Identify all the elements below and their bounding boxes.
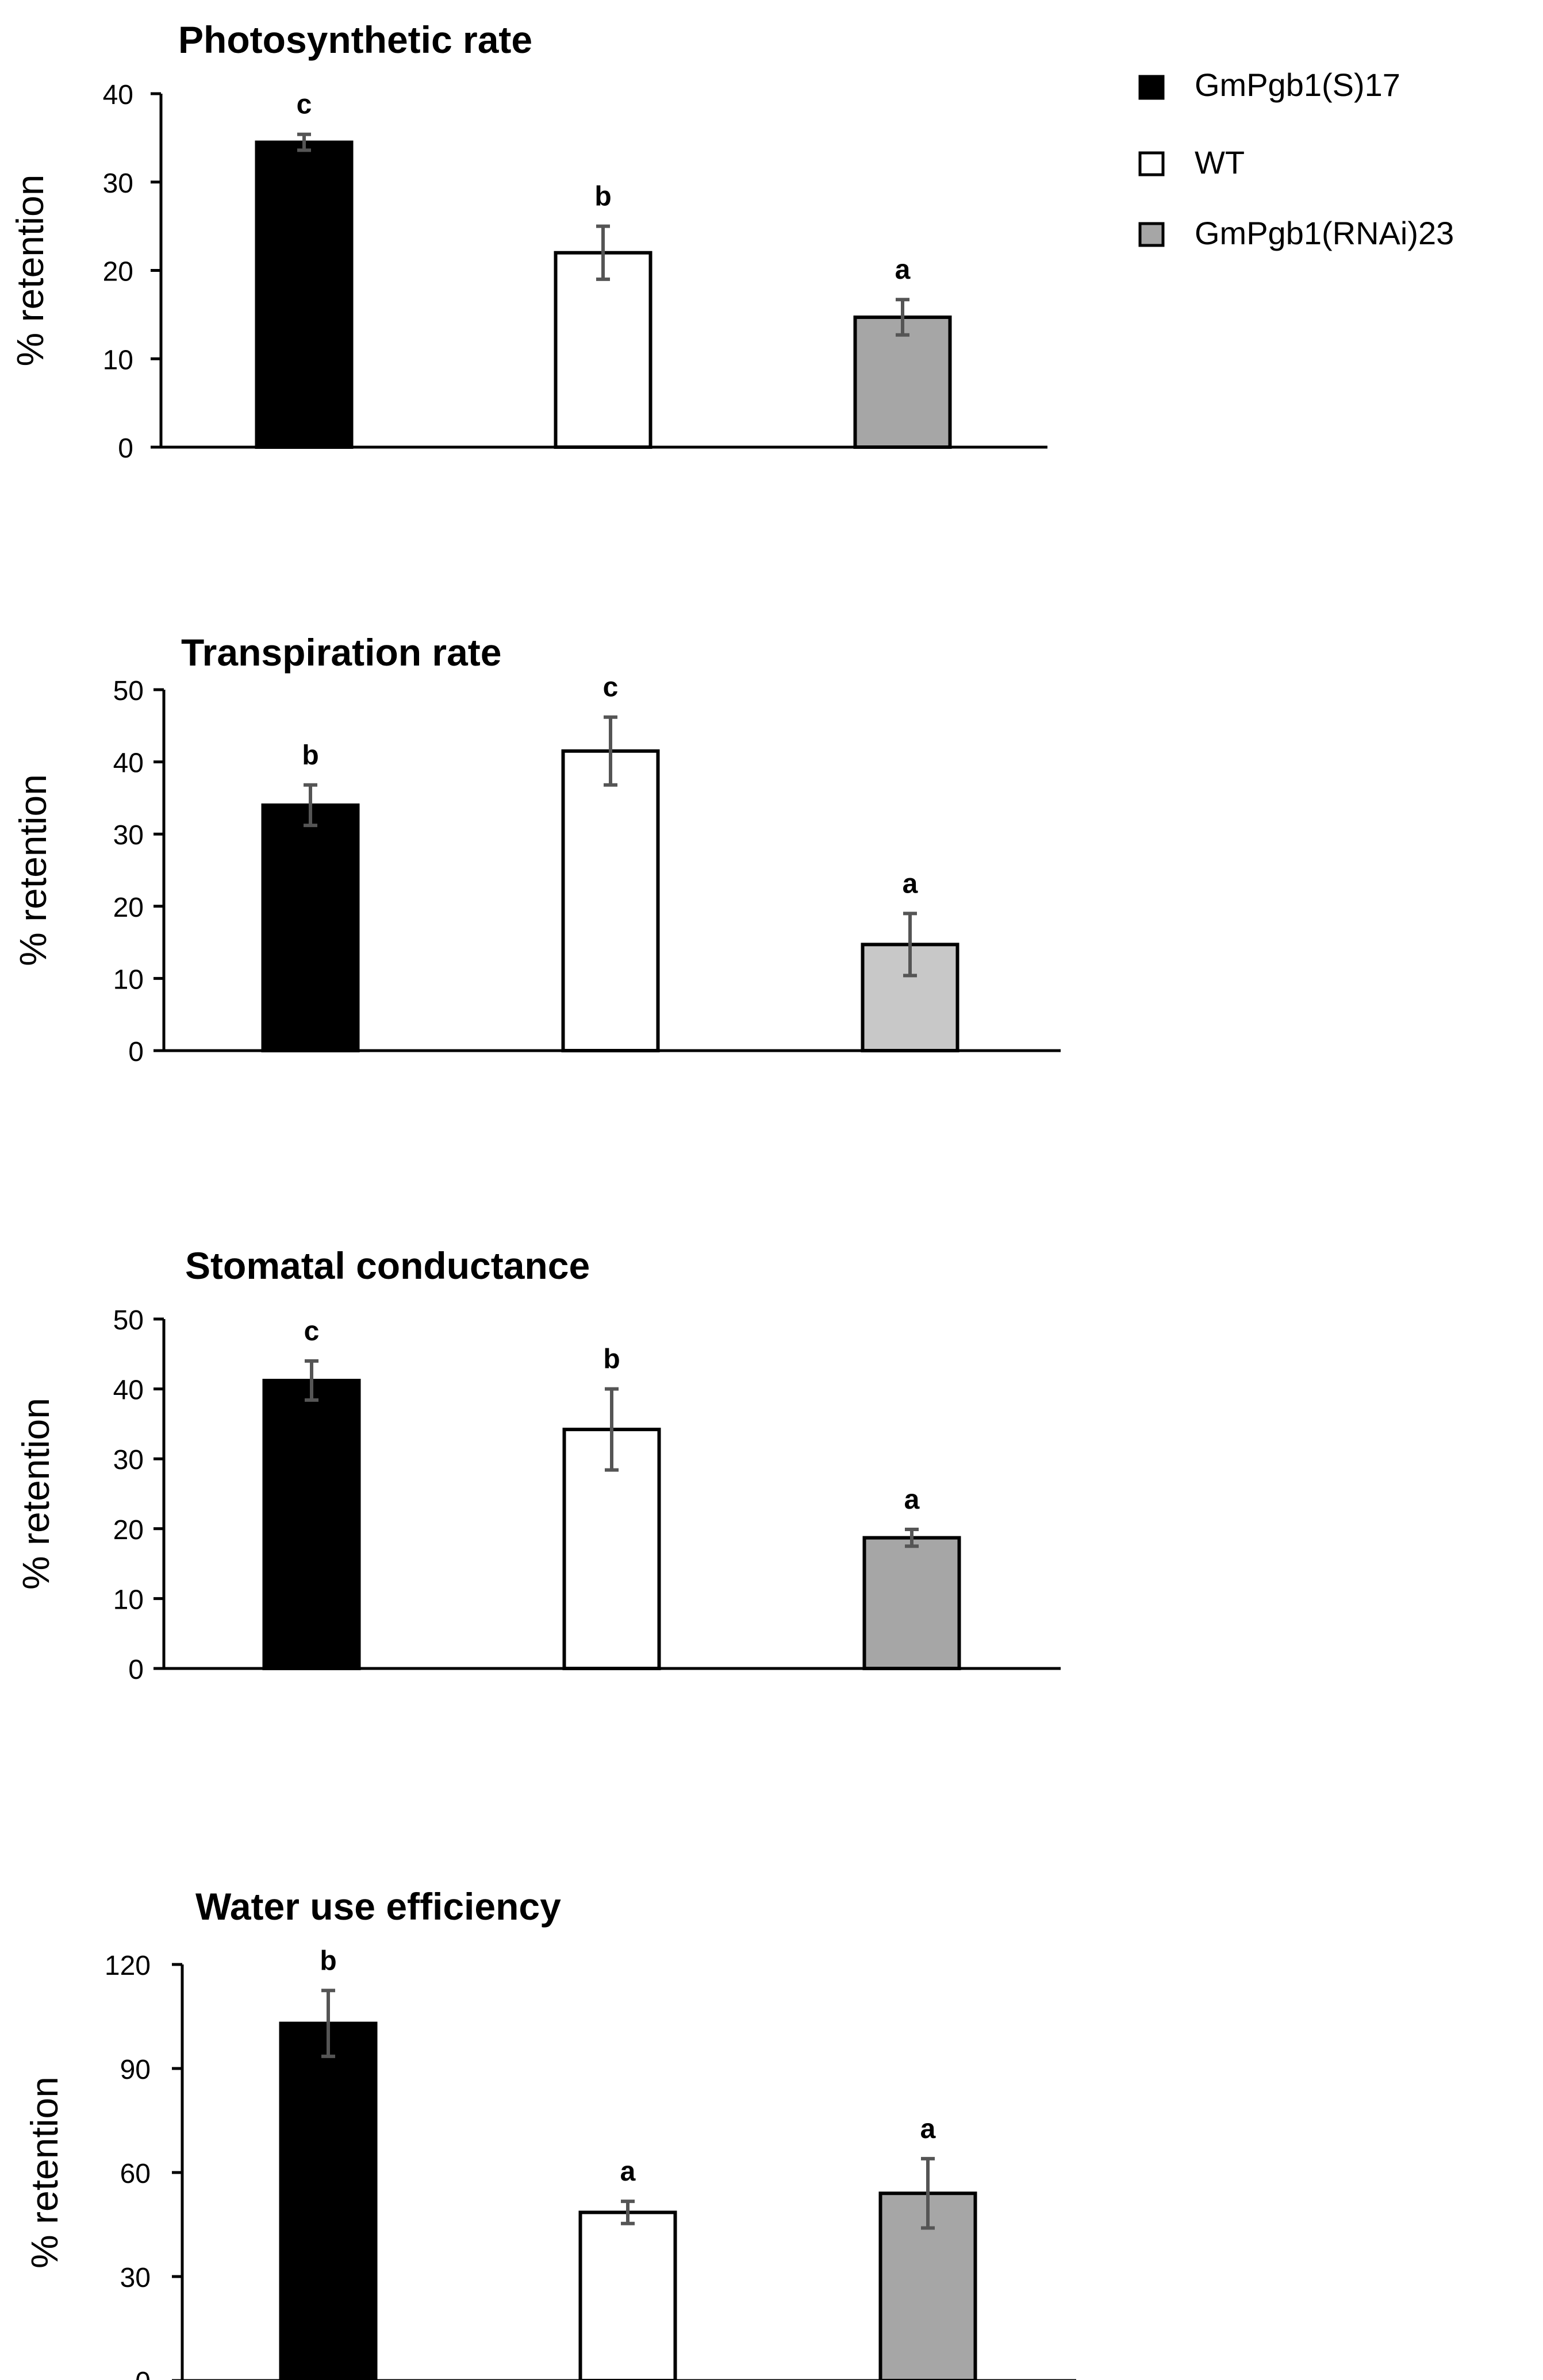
- bar-2: [554, 251, 652, 449]
- legend-label-gmpgb1-s17: GmPgb1(S)17: [1195, 67, 1400, 103]
- significance-label: c: [304, 1316, 320, 1347]
- legend-label-gmpgb1-rnai23: GmPgb1(RNAi)23: [1195, 215, 1454, 251]
- y-tick-label: 120: [105, 1951, 151, 1981]
- legend-swatch-wt: [1138, 151, 1165, 176]
- chart-title: Photosynthetic rate: [178, 18, 532, 61]
- y-axis-label: % retention: [14, 1398, 57, 1590]
- significance-label: b: [594, 182, 611, 212]
- y-tick-label: 40: [103, 80, 133, 110]
- y-tick-label: 0: [135, 2367, 151, 2380]
- y-tick-label: 20: [113, 893, 144, 923]
- charts: Photosynthetic rate % retention 0 10 20 30 40 c…: [9, 18, 1076, 2380]
- significance-label: c: [297, 90, 312, 120]
- y-tick-label: 0: [128, 1037, 144, 1067]
- y-tick-label: 10: [113, 964, 144, 995]
- legend-swatch-gmpgb1-rnai23: [1138, 222, 1165, 247]
- y-tick-label: 40: [113, 748, 144, 779]
- legend: GmPgb1(S)17 WT GmPgb1(RNAi)23: [1138, 67, 1454, 251]
- y-tick-label: 0: [128, 1655, 144, 1685]
- bar-1: [255, 140, 354, 449]
- y-tick-label: 40: [113, 1375, 144, 1406]
- chart-1: Photosynthetic rate % retention 0 10 20 30 40 c…: [9, 18, 1047, 464]
- bar-1: [279, 2021, 378, 2380]
- chart-3: Stomatal conductance % retention 0 10 20 30 40…: [14, 1244, 1061, 1685]
- y-tick-label: 0: [118, 433, 133, 464]
- chart-title: Stomatal conductance: [185, 1244, 590, 1287]
- significance-label: b: [320, 1945, 336, 1976]
- chart-4: Water use efficiency % retention 0 30 60 90 12…: [23, 1885, 1076, 2380]
- bar-1: [261, 803, 360, 1052]
- y-tick-label: 30: [103, 168, 133, 199]
- y-axis-label: % retention: [23, 2077, 66, 2269]
- y-tick-label: 50: [113, 1305, 144, 1336]
- y-tick-label: 10: [103, 345, 133, 375]
- y-tick-label: 20: [113, 1515, 144, 1545]
- significance-label: b: [302, 740, 318, 771]
- y-tick-label: 30: [113, 1445, 144, 1475]
- chart-title: Transpiration rate: [181, 631, 502, 674]
- y-tick-label: 50: [113, 676, 144, 706]
- significance-label: a: [920, 2114, 936, 2144]
- significance-label: a: [903, 868, 918, 899]
- significance-label: a: [895, 255, 911, 285]
- bar-3: [853, 315, 952, 449]
- y-axis-label: % retention: [11, 774, 54, 966]
- legend-swatch-gmpgb1-s17: [1138, 75, 1165, 100]
- bar-3: [862, 1536, 961, 1670]
- significance-label: b: [603, 1344, 620, 1375]
- chart-2: Transpiration rate % retention 0 10 20 30 40 50…: [11, 631, 1061, 1067]
- chart-title: Water use efficiency: [195, 1885, 561, 1928]
- significance-label: a: [904, 1485, 920, 1515]
- y-tick-label: 60: [120, 2159, 151, 2189]
- bar-1: [262, 1379, 361, 1671]
- bar-2: [578, 2210, 677, 2380]
- significance-label: c: [603, 672, 619, 703]
- y-tick-label: 90: [120, 2055, 151, 2085]
- bar-2: [561, 749, 660, 1052]
- y-tick-label: 30: [113, 820, 144, 851]
- significance-label: a: [620, 2156, 636, 2187]
- legend-label-wt: WT: [1195, 144, 1245, 180]
- y-tick-label: 30: [120, 2263, 151, 2293]
- y-tick-label: 10: [113, 1585, 144, 1615]
- y-tick-label: 20: [103, 257, 133, 287]
- y-axis-label: % retention: [9, 175, 51, 367]
